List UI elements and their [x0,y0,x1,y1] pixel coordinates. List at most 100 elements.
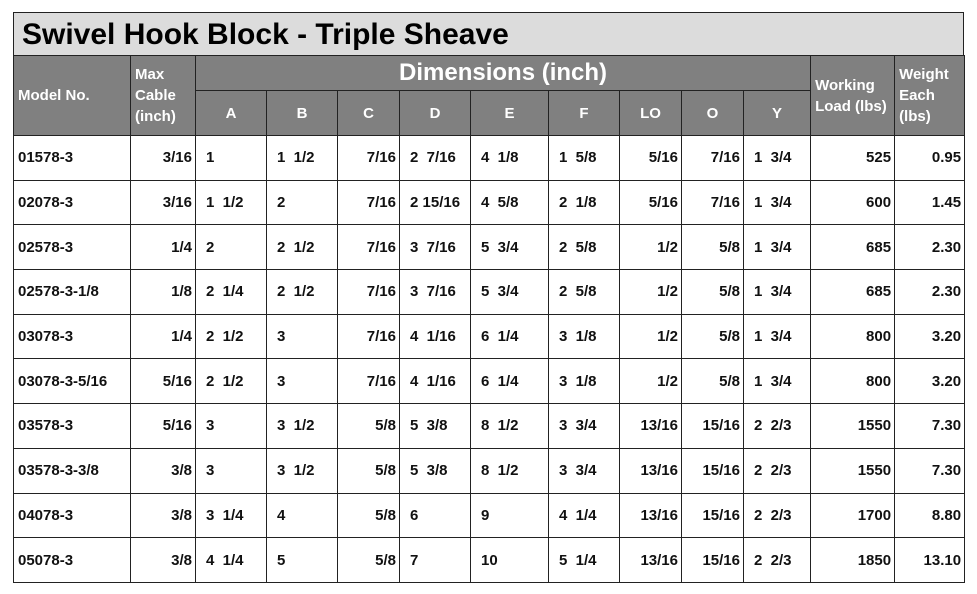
cell-weight: 7.30 [894,403,966,449]
cell-dim-o: 5/8 [681,358,744,405]
cell-dim-b: 3 [266,358,338,405]
cell-dim-o: 5/8 [681,269,744,315]
cell-weight: 13.10 [894,537,966,583]
cell-dim-e: 8 1/2 [470,447,549,494]
cell-dim-a: 3 1/4 [195,492,267,539]
cell-dim-y: 1 3/4 [742,269,812,315]
cell-dim-a: 2 1/4 [195,269,267,315]
cell-max-cable: 1/4 [130,224,196,271]
cell-max-cable: 3/8 [130,447,196,494]
spec-sheet: Swivel Hook Block - Triple Sheave Model … [13,12,966,583]
cell-working-load: 800 [810,358,896,405]
cell-weight: 3.20 [894,358,966,405]
cell-dim-e: 4 1/8 [470,135,549,181]
cell-dim-b: 1 1/2 [266,135,338,181]
cell-dim-d: 3 7/16 [399,269,471,315]
cell-dim-e: 9 [470,492,549,539]
cell-dim-c: 5/8 [337,447,400,494]
cell-dim-lo: 1/2 [619,224,682,271]
cell-dim-f: 2 1/8 [548,179,620,226]
cell-weight: 2.30 [894,224,966,271]
cell-dim-lo: 5/16 [619,135,682,181]
cell-dim-c: 5/8 [337,403,400,449]
cell-dim-f: 1 5/8 [548,135,620,181]
cell-model: 03078-3 [13,313,131,360]
table-row: 03078-3-5/16 5/16 2 1/2 3 7/16 4 1/16 6 1/4 3 1… [13,358,966,405]
table-row: 02578-3-1/8 1/8 2 1/4 2 1/2 7/16 3 7/16 5 3/4 2… [13,269,966,315]
cell-working-load: 1850 [810,537,896,583]
cell-dim-f: 3 3/4 [548,403,620,449]
cell-dim-o: 15/16 [681,492,744,539]
header-dim-f: F [548,90,620,136]
cell-model: 02578-3 [13,224,131,271]
cell-dim-c: 5/8 [337,492,400,539]
cell-dim-lo: 1/2 [619,313,682,360]
table-title: Swivel Hook Block - Triple Sheave [13,12,964,55]
cell-dim-o: 15/16 [681,537,744,583]
cell-dim-e: 6 1/4 [470,358,549,405]
cell-working-load: 1550 [810,403,896,449]
cell-weight: 7.30 [894,447,966,494]
cell-model: 04078-3 [13,492,131,539]
header-dim-y: Y [742,90,812,136]
cell-working-load: 685 [810,224,896,271]
cell-dim-y: 1 3/4 [742,313,812,360]
cell-dim-y: 2 2/3 [742,537,812,583]
cell-dim-a: 3 [195,447,267,494]
cell-dim-y: 1 3/4 [742,358,812,405]
header-dimensions: Dimensions (inch) [194,55,812,91]
header-dim-c: C [337,90,400,136]
cell-model: 02578-3-1/8 [13,269,131,315]
cell-dim-d: 5 3/8 [399,447,471,494]
cell-working-load: 1550 [810,447,896,494]
cell-dim-b: 3 1/2 [266,403,338,449]
cell-dim-b: 5 [266,537,338,583]
cell-dim-lo: 13/16 [619,537,682,583]
cell-max-cable: 3/8 [130,492,196,539]
table-row: 03078-3 1/4 2 1/2 3 7/16 4 1/16 6 1/4 3 1/8 1/2 5… [13,313,966,360]
cell-dim-c: 5/8 [337,537,400,583]
cell-dim-c: 7/16 [337,313,400,360]
header-dim-d: D [399,90,471,136]
cell-max-cable: 3/8 [130,537,196,583]
cell-dim-a: 2 1/2 [195,358,267,405]
cell-dim-lo: 13/16 [619,403,682,449]
cell-dim-lo: 13/16 [619,447,682,494]
cell-dim-a: 4 1/4 [195,537,267,583]
cell-dim-c: 7/16 [337,358,400,405]
header-weight: Weight Each (lbs) [894,55,966,136]
cell-dim-e: 10 [470,537,549,583]
cell-dim-a: 2 1/2 [195,313,267,360]
cell-model: 01578-3 [13,135,131,181]
cell-working-load: 800 [810,313,896,360]
header-dim-lo: LO [619,90,682,136]
cell-dim-f: 2 5/8 [548,269,620,315]
cell-dim-d: 4 1/16 [399,313,471,360]
cell-dim-y: 2 2/3 [742,492,812,539]
spec-table: Model No. Max Cable (inch) Dimensions (i… [13,55,966,583]
header-dim-o: O [681,90,744,136]
cell-dim-d: 2 7/16 [399,135,471,181]
table-row: 03578-3-3/8 3/8 3 3 1/2 5/8 5 3/8 8 1/2 3 3/4 13… [13,447,966,494]
cell-dim-b: 3 1/2 [266,447,338,494]
cell-dim-e: 8 1/2 [470,403,549,449]
cell-dim-a: 2 [195,224,267,271]
cell-dim-f: 3 1/8 [548,358,620,405]
header-dim-e: E [470,90,549,136]
cell-model: 05078-3 [13,537,131,583]
cell-working-load: 685 [810,269,896,315]
cell-dim-d: 5 3/8 [399,403,471,449]
cell-dim-lo: 1/2 [619,358,682,405]
cell-model: 03578-3-3/8 [13,447,131,494]
table-row: 03578-3 5/16 3 3 1/2 5/8 5 3/8 8 1/2 3 3/4 13/16… [13,403,966,449]
cell-dim-f: 2 5/8 [548,224,620,271]
cell-max-cable: 3/16 [130,179,196,226]
cell-dim-o: 5/8 [681,313,744,360]
cell-max-cable: 5/16 [130,358,196,405]
cell-dim-y: 1 3/4 [742,135,812,181]
header-max-cable: Max Cable (inch) [130,55,196,136]
cell-model: 03578-3 [13,403,131,449]
cell-dim-a: 1 1/2 [195,179,267,226]
cell-dim-b: 3 [266,313,338,360]
cell-weight: 3.20 [894,313,966,360]
